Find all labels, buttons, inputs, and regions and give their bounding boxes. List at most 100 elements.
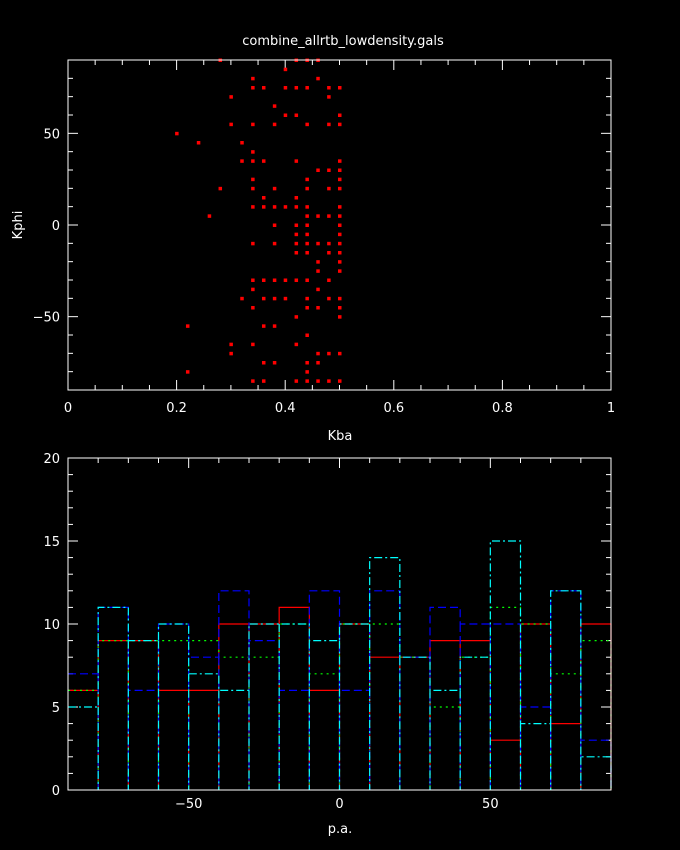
scatter-point xyxy=(305,232,309,237)
scatter-point xyxy=(338,232,342,237)
scatter-point xyxy=(294,232,299,237)
scatter-point xyxy=(327,241,331,246)
scatter-point xyxy=(229,95,233,99)
scatter-point xyxy=(316,241,320,246)
scatter-point xyxy=(316,214,320,218)
scatter-point xyxy=(272,241,277,246)
scatter-point xyxy=(305,306,309,310)
y-tick-label: 0 xyxy=(52,784,60,799)
scatter-point xyxy=(261,324,266,328)
histogram-x-tick-labels: −50 0 50 xyxy=(175,797,499,812)
scatter-point xyxy=(272,278,277,282)
scatter-point xyxy=(327,278,331,282)
scatter-point xyxy=(316,269,320,273)
scatter-point xyxy=(240,296,244,301)
y-tick-label: 20 xyxy=(43,452,60,467)
scatter-point xyxy=(283,205,288,209)
scatter-point xyxy=(229,122,233,127)
scatter-point xyxy=(338,260,342,264)
x-tick-label: 0.4 xyxy=(275,401,296,416)
scatter-point xyxy=(305,296,309,301)
scatter-point xyxy=(305,214,309,218)
scatter-point xyxy=(338,296,342,301)
scatter-point xyxy=(294,223,299,227)
scatter-point xyxy=(251,86,255,90)
scatter-point xyxy=(251,177,255,182)
scatter-point xyxy=(316,306,320,310)
scatter-point xyxy=(261,296,266,301)
scatter-point xyxy=(251,306,255,310)
x-tick-label: −50 xyxy=(175,797,202,812)
scatter-point xyxy=(185,370,190,374)
scatter-x-tick-labels: 0 0.2 0.4 0.6 0.8 1 xyxy=(64,401,615,416)
scatter-point xyxy=(338,241,342,246)
scatter-point xyxy=(305,333,309,337)
scatter-point xyxy=(327,351,331,356)
scatter-point xyxy=(251,122,255,127)
scatter-point xyxy=(294,196,299,200)
chart-title: combine_allrtb_lowdensity.gals xyxy=(242,34,444,49)
x-tick-label: 0.8 xyxy=(492,401,513,416)
scatter-point xyxy=(261,205,266,209)
scatter-point xyxy=(251,205,255,209)
scatter-point xyxy=(305,251,309,255)
scatter-point xyxy=(207,214,212,218)
scatter-point xyxy=(305,122,309,127)
scatter-point xyxy=(251,278,255,282)
scatter-point xyxy=(316,168,320,172)
scatter-point xyxy=(327,379,331,383)
histogram-panel: −50 0 50 0 5 10 15 20 p.a. xyxy=(43,452,612,837)
scatter-point xyxy=(305,241,309,246)
scatter-point xyxy=(327,86,331,90)
scatter-point xyxy=(251,342,255,347)
scatter-point xyxy=(338,269,342,273)
scatter-point xyxy=(218,186,223,191)
scatter-point xyxy=(294,86,299,90)
y-tick-label: 5 xyxy=(52,701,60,716)
scatter-point xyxy=(251,159,255,163)
scatter-point xyxy=(327,122,331,127)
scatter-point xyxy=(251,241,255,246)
histogram-y-tick-labels: 0 5 10 15 20 xyxy=(43,452,60,799)
scatter-point xyxy=(305,186,309,191)
scatter-point xyxy=(338,315,342,319)
scatter-point xyxy=(305,205,309,209)
scatter-point xyxy=(185,324,190,328)
scatter-point xyxy=(294,113,299,117)
scatter-y-axis-label: Kphi xyxy=(11,211,26,240)
scatter-point xyxy=(251,150,255,154)
x-tick-label: 0.2 xyxy=(166,401,187,416)
scatter-point xyxy=(327,186,331,191)
scatter-point xyxy=(305,361,309,365)
scatter-point xyxy=(261,278,266,282)
scatter-point xyxy=(261,379,266,383)
scatter-point xyxy=(294,159,299,163)
scatter-point xyxy=(305,370,309,374)
scatter-point xyxy=(261,361,266,365)
scatter-point xyxy=(175,131,179,136)
scatter-point xyxy=(261,159,266,163)
scatter-point xyxy=(283,113,288,117)
scatter-point xyxy=(327,296,331,301)
scatter-point xyxy=(251,76,255,81)
histogram-x-axis-label: p.a. xyxy=(328,822,352,837)
scatter-y-tick-labels: −50 0 50 xyxy=(33,127,60,325)
scatter-point xyxy=(251,379,255,383)
scatter-point xyxy=(294,315,299,319)
scatter-x-axis-label: Kba xyxy=(328,429,353,444)
histogram-series xyxy=(68,540,612,790)
scatter-point xyxy=(283,278,288,282)
x-tick-label: 0.6 xyxy=(383,401,404,416)
scatter-point xyxy=(261,86,266,90)
scatter-point xyxy=(251,186,255,191)
scatter-point xyxy=(327,251,331,255)
scatter-point xyxy=(305,379,309,383)
scatter-point xyxy=(305,278,309,282)
scatter-point xyxy=(316,361,320,365)
scatter-point xyxy=(283,86,288,90)
x-tick-label: 0 xyxy=(335,797,343,812)
scatter-point xyxy=(294,278,299,282)
scatter-point xyxy=(272,324,277,328)
scatter-point xyxy=(294,379,299,383)
scatter-point xyxy=(196,141,201,145)
